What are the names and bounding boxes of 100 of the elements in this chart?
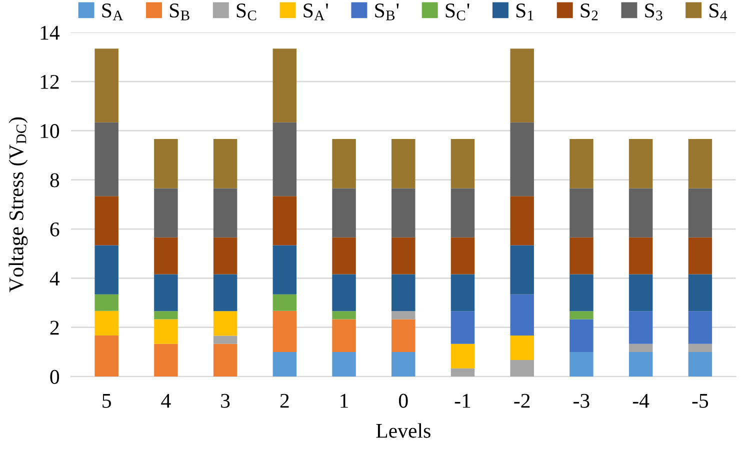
- legend-label: S$_{2}$: [580, 4, 598, 20]
- legend-label: S$_{3}$: [645, 4, 662, 20]
- bar: [213, 188, 238, 238]
- x-tick-label: 0: [398, 394, 408, 408]
- bar: [154, 274, 178, 312]
- bar: [628, 237, 653, 274]
- legend-label: S$_{B}$': [375, 4, 399, 20]
- bar: [94, 196, 118, 246]
- bar: [213, 344, 238, 377]
- bar: [94, 294, 118, 311]
- x-tick-label: 2: [280, 394, 289, 408]
- bar: [450, 237, 475, 274]
- bar: [628, 188, 653, 238]
- bar: [450, 139, 475, 188]
- x-tick-label: -4: [632, 394, 650, 408]
- bar: [392, 139, 416, 188]
- y-tick-label: 4: [50, 272, 60, 286]
- bar: [628, 344, 653, 352]
- bar: [688, 274, 712, 312]
- bar: [510, 48, 534, 122]
- bar: [332, 139, 356, 188]
- x-tick-label: -1: [454, 394, 470, 408]
- legend-label: S$_{A}$: [102, 4, 124, 20]
- bar: [272, 310, 297, 352]
- bar: [570, 188, 594, 238]
- bar: [213, 237, 238, 274]
- x-tick-label: 1: [340, 394, 348, 408]
- bar: [154, 237, 178, 274]
- bar: [213, 336, 238, 344]
- bar: [628, 274, 653, 312]
- bar: [450, 344, 475, 368]
- bar: [213, 139, 238, 188]
- bar: [510, 335, 534, 360]
- bar: [332, 319, 356, 352]
- bar: [272, 48, 297, 122]
- bar: [510, 196, 534, 246]
- bar: [154, 319, 178, 344]
- y-tick-label: 8: [50, 173, 60, 188]
- x-tick-label: -3: [574, 394, 590, 408]
- bar: [94, 122, 118, 196]
- bar: [570, 139, 594, 188]
- bar: [570, 319, 594, 352]
- bar: [628, 139, 653, 188]
- bar: [94, 48, 118, 122]
- bar: [94, 335, 118, 377]
- y-tick-label: 12: [40, 74, 59, 89]
- bar: [450, 311, 475, 344]
- bar: [213, 311, 238, 336]
- y-tick-label: 2: [50, 320, 59, 335]
- bar: [272, 352, 297, 377]
- x-axis-title: Levels: [376, 423, 430, 438]
- bar: [332, 237, 356, 274]
- bar: [570, 311, 594, 320]
- bar: [94, 310, 118, 336]
- bar: [154, 311, 178, 320]
- bar: [450, 188, 475, 238]
- bar: [510, 360, 534, 377]
- bar: [332, 311, 356, 320]
- bar: [510, 294, 534, 336]
- bar: [450, 368, 475, 377]
- bar: [392, 188, 416, 238]
- legend-label: S$_{C}$': [446, 4, 470, 20]
- x-tick-label: 4: [161, 394, 171, 408]
- bar: [570, 352, 594, 377]
- bar: [450, 274, 475, 312]
- bar: [570, 274, 594, 312]
- bar: [510, 245, 534, 294]
- bar: [688, 344, 712, 352]
- x-tick-label: 3: [221, 394, 230, 408]
- bar: [688, 311, 712, 344]
- bar: [332, 274, 356, 312]
- y-tick-label: 0: [50, 370, 60, 384]
- bar: [332, 352, 356, 377]
- y-axis-title: Voltage Stress (V$_{DC}$): [8, 117, 28, 292]
- bar: [688, 352, 712, 377]
- bar: [213, 274, 238, 312]
- bar: [392, 274, 416, 312]
- bar: [628, 311, 653, 344]
- legend-label: S$_{C}$: [236, 4, 256, 20]
- bar: [688, 139, 712, 188]
- bar: [272, 122, 297, 196]
- bar: [510, 122, 534, 196]
- x-tick-label: 5: [102, 394, 111, 408]
- legend-label: S$_{4}$: [710, 4, 727, 20]
- bar: [392, 237, 416, 274]
- y-tick-label: 6: [50, 222, 60, 236]
- y-tick-label: 14: [40, 26, 60, 40]
- bar: [332, 188, 356, 238]
- bar: [392, 352, 416, 377]
- y-tick-label: 10: [40, 124, 60, 138]
- bar: [154, 188, 178, 238]
- bar: [392, 311, 416, 320]
- bar: [688, 188, 712, 238]
- bar: [570, 237, 594, 274]
- legend-label: S$_{A}$': [304, 4, 328, 20]
- bar: [272, 196, 297, 246]
- bar: [272, 294, 297, 311]
- bar: [392, 319, 416, 352]
- bar: [628, 352, 653, 377]
- x-tick-label: -2: [514, 394, 530, 408]
